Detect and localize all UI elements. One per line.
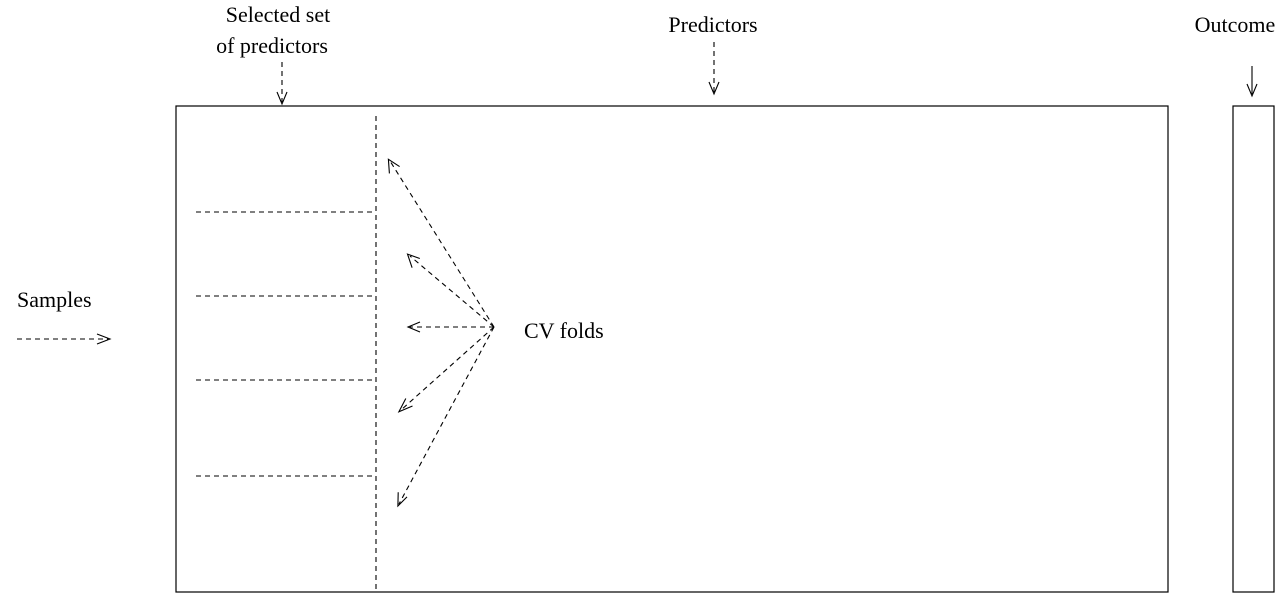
cv-fold-arrow-2: [406, 253, 495, 328]
outcome-arrow: [1246, 66, 1258, 98]
predictor-matrix: [175, 105, 1169, 593]
outcome-label: Outcome: [1195, 12, 1276, 37]
selected-set-arrow: [276, 62, 288, 106]
samples-label: Samples: [17, 287, 92, 312]
cv-fold-arrow-1: [387, 158, 495, 328]
predictors-label: Predictors: [668, 12, 757, 37]
samples-arrow: [17, 333, 112, 345]
cv-fold-arrow-3: [406, 321, 494, 333]
outcome-column: [1232, 105, 1275, 593]
cv-fold-arrow-5: [397, 326, 495, 508]
cv-folds-label: CV folds: [524, 318, 604, 343]
selected-set-label-line2: of predictors: [216, 33, 328, 58]
predictors-arrow: [708, 42, 720, 96]
selected-set-label-line1: Selected set: [226, 2, 330, 27]
cv-fold-arrow-4: [397, 326, 495, 413]
